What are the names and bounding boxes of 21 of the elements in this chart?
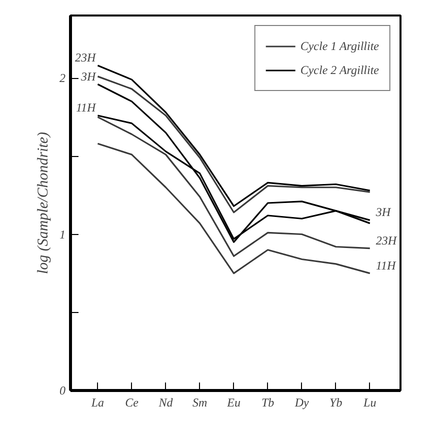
annotation: 23H [376, 233, 398, 248]
x-tick-label: Yb [330, 396, 342, 410]
x-tick-label: La [90, 396, 104, 410]
annotation: 3H [80, 69, 98, 84]
annotation: 23H [75, 50, 98, 64]
annotation: 11H [76, 100, 98, 114]
legend-label: Cycle 2 Argillite [300, 62, 379, 78]
x-tick-label: Tb [261, 396, 274, 410]
annotation: 3H [374, 205, 392, 220]
x-tick-label: Lu [362, 396, 376, 410]
annotation: 11H [376, 258, 397, 272]
legend-label: Cycle 1 Argillite [300, 38, 379, 54]
x-tick-label: Sm [192, 396, 208, 410]
y-tick-label: 2 [60, 71, 66, 85]
y-tick-label: 1 [60, 227, 66, 242]
x-tick-label: Dy [294, 396, 310, 410]
x-tick-label: Nd [158, 396, 174, 410]
x-tick-label: Eu [226, 396, 240, 410]
y-tick-label: 0 [60, 384, 66, 398]
x-tick-label: Ce [125, 396, 140, 410]
y-axis-title: log (Sample/Chondrite) [36, 132, 52, 274]
